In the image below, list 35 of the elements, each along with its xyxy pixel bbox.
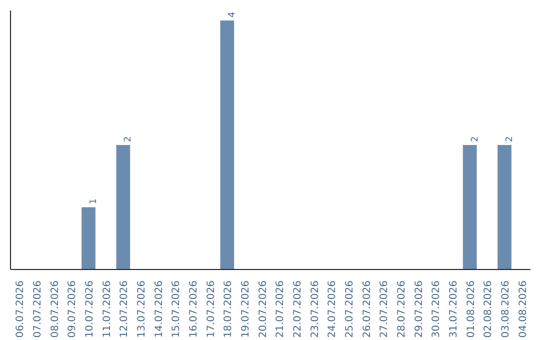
x-tick-label: 19.07.2026 xyxy=(240,280,252,338)
x-tick-label: 07.07.2026 xyxy=(32,280,44,338)
x-tick-label: 01.08.2026 xyxy=(466,280,477,338)
x-tick-label: 28.07.2026 xyxy=(396,280,408,338)
x-tick-label: 08.07.2026 xyxy=(50,280,61,338)
x-tick-label: 22.07.2026 xyxy=(292,280,304,338)
x-tick-label: 15.07.2026 xyxy=(171,280,182,338)
x-tick-label: 17.07.2026 xyxy=(206,280,217,338)
x-tick-label: 12.07.2026 xyxy=(119,280,130,338)
x-tick-label: 11.07.2026 xyxy=(102,280,113,338)
data-label: 2 xyxy=(124,136,134,142)
x-tick-label: 27.07.2026 xyxy=(379,280,390,338)
x-tick-label: 30.07.2026 xyxy=(431,280,442,338)
x-tick-label: 02.08.2026 xyxy=(483,280,494,338)
x-tick-label: 18.07.2026 xyxy=(223,280,234,338)
x-tick-label: 04.08.2026 xyxy=(518,280,529,338)
x-tick-label: 20.07.2026 xyxy=(258,280,269,338)
x-tick-label: 13.07.2026 xyxy=(136,280,148,338)
x-tick-label: 23.07.2026 xyxy=(310,280,321,338)
data-label: 2 xyxy=(470,136,480,142)
data-label: 1 xyxy=(89,198,99,204)
x-tick-label: 31.07.2026 xyxy=(448,280,460,338)
x-tick-label: 25.07.2026 xyxy=(344,280,356,338)
x-tick-label: 09.07.2026 xyxy=(67,280,78,338)
data-label: 2 xyxy=(505,136,515,142)
x-tick-label: 24.07.2026 xyxy=(327,280,338,338)
data-label: 4 xyxy=(228,11,238,18)
x-tick-label: 16.07.2026 xyxy=(188,280,200,338)
x-tick-label: 03.08.2026 xyxy=(500,280,512,338)
x-tick-label: 26.07.2026 xyxy=(362,280,373,338)
x-tick-label: 10.07.2026 xyxy=(84,280,96,338)
x-tick-label: 29.07.2026 xyxy=(414,280,425,338)
x-tick-label: 21.07.2026 xyxy=(275,280,286,338)
x-tick-label: 06.07.2026 xyxy=(15,280,26,338)
x-tick-label: 14.07.2026 xyxy=(154,280,165,338)
